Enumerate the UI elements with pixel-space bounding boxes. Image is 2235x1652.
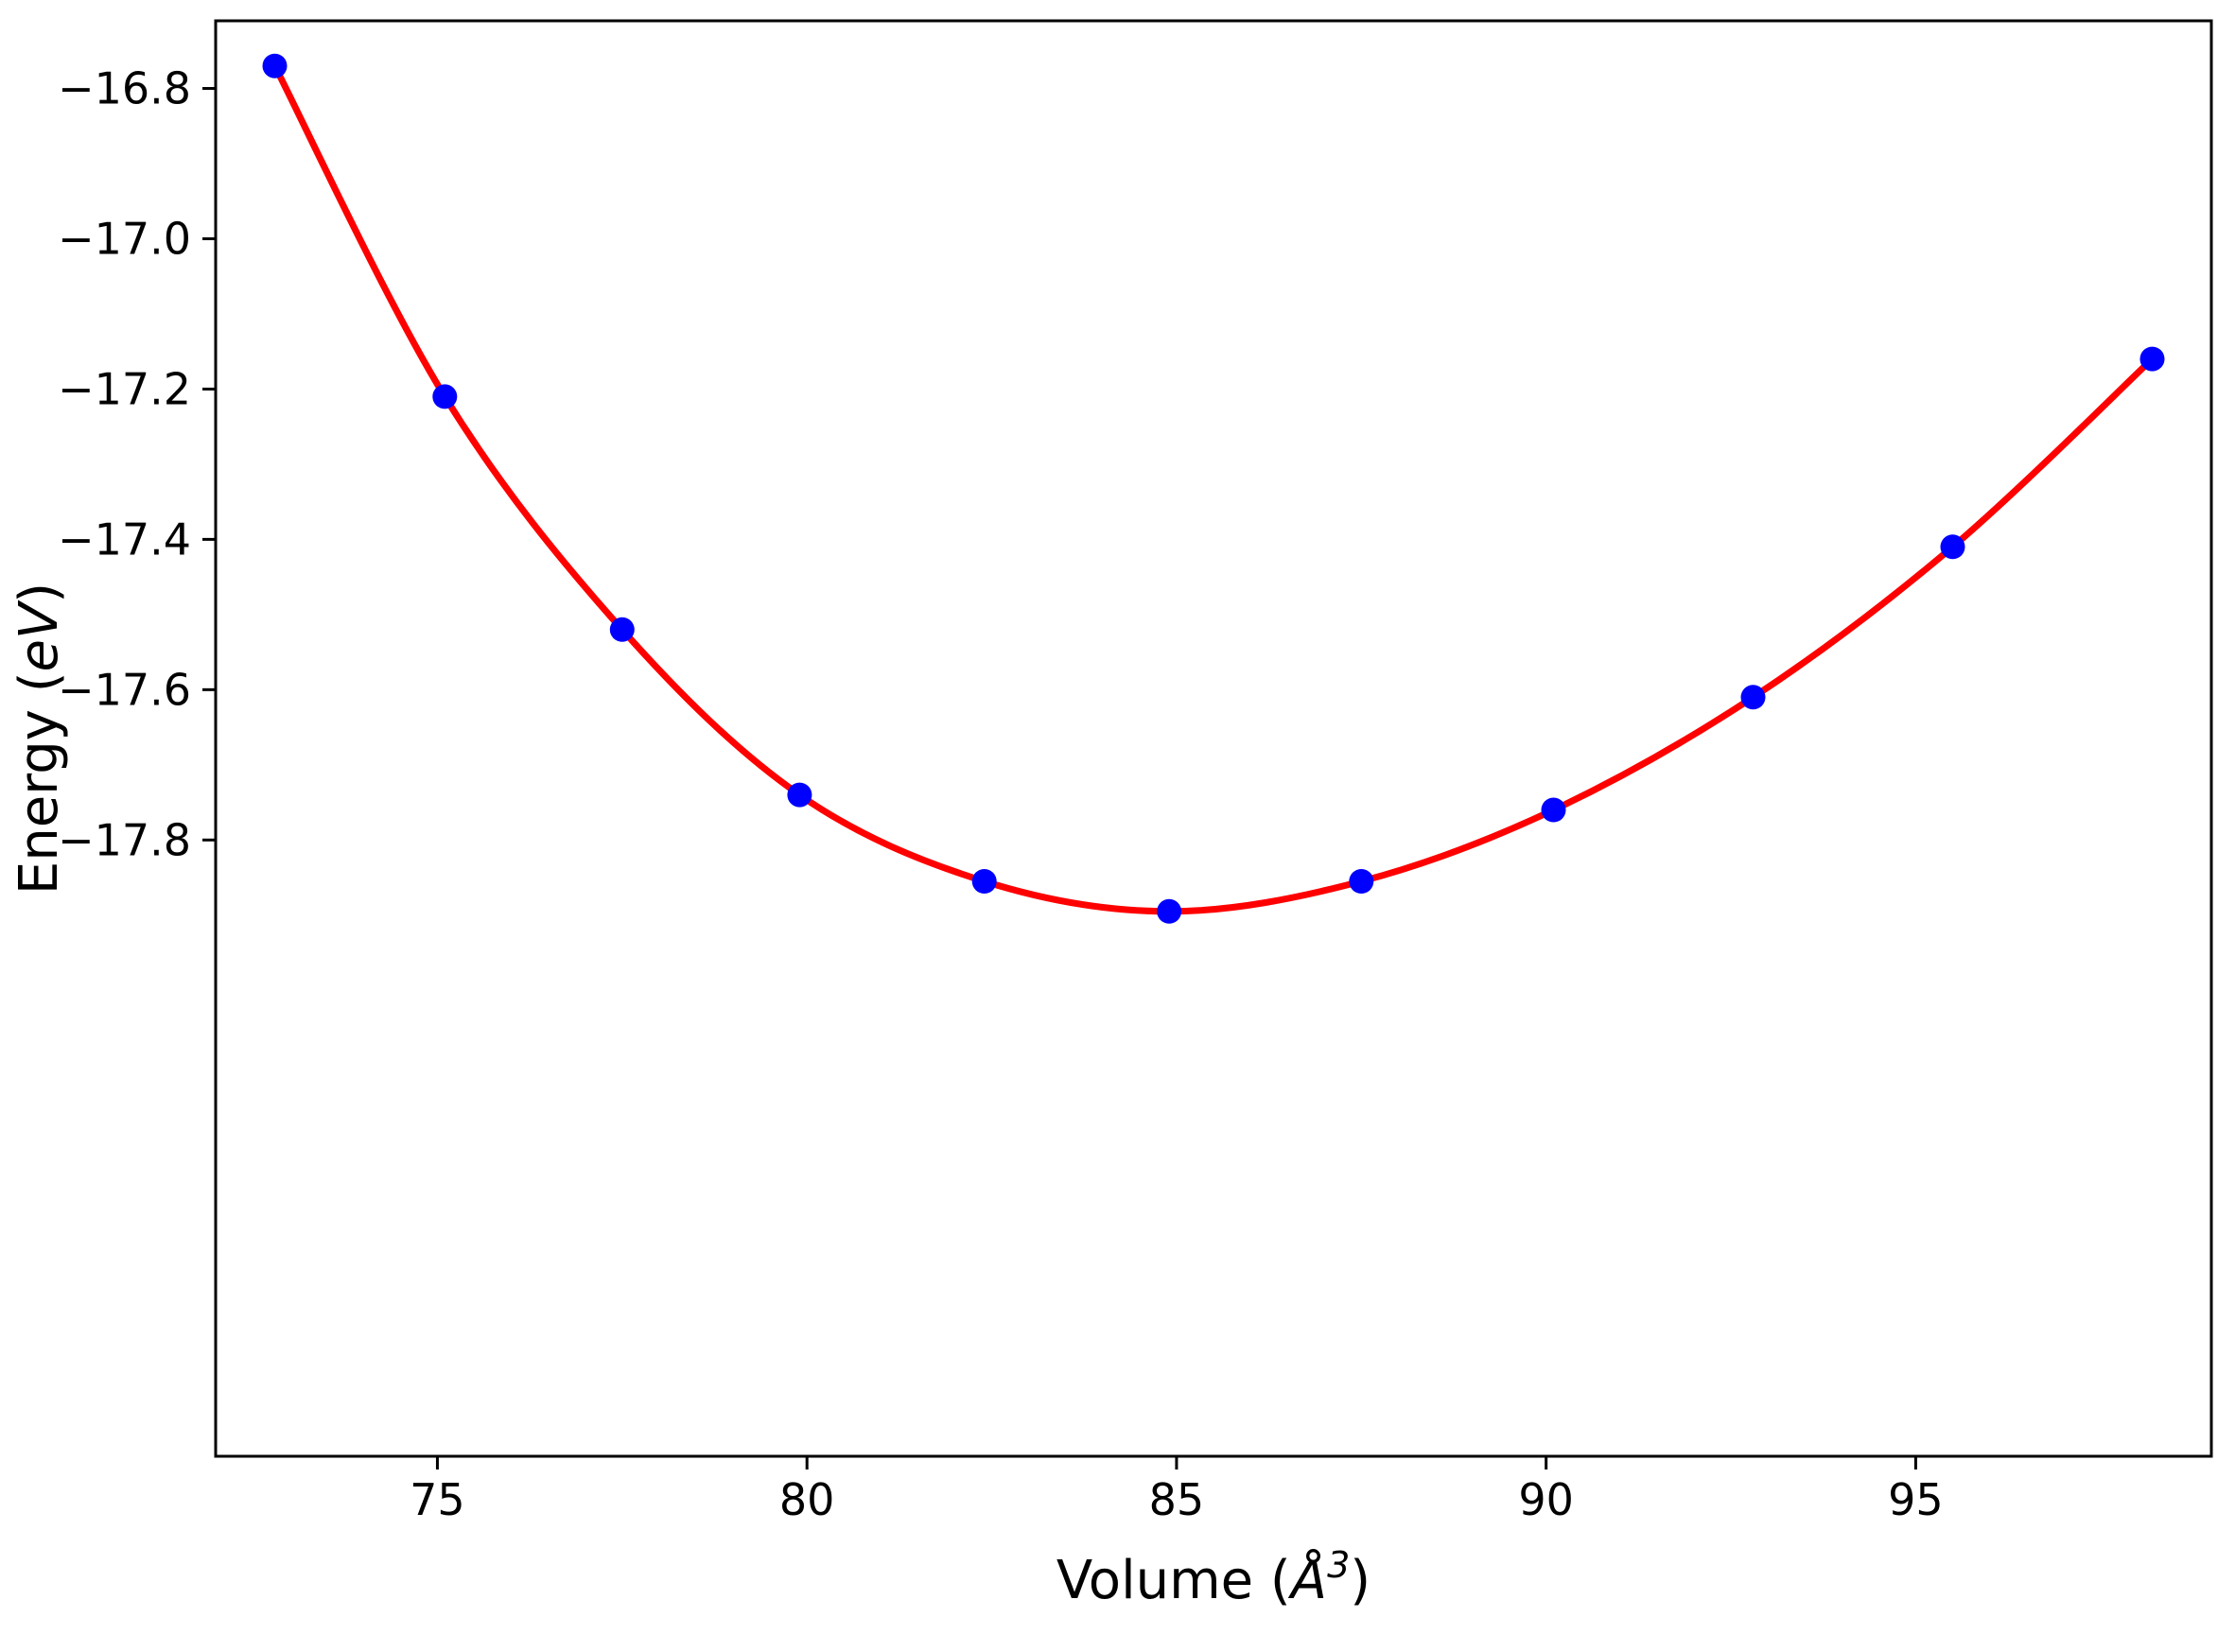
y-tick-label: −17.0 (58, 213, 191, 264)
y-tick-label: −17.6 (58, 664, 191, 715)
x-tick-label: 95 (1888, 1474, 1944, 1525)
x-tick-label: 75 (410, 1474, 465, 1525)
data-point-marker (1541, 797, 1566, 823)
plot-area-border (214, 19, 2213, 1458)
y-tick-label: −17.2 (58, 363, 191, 414)
data-point-marker (2139, 346, 2165, 372)
y-axis-label: Energy (eV) (9, 583, 70, 895)
data-point-marker (971, 869, 997, 894)
data-point-marker (432, 384, 458, 409)
data-point-marker (787, 782, 812, 808)
data-point-marker (1740, 685, 1766, 710)
y-tick-label: −17.8 (58, 814, 191, 865)
y-tick-label: −17.4 (58, 513, 191, 565)
fit-curve-line (271, 62, 2156, 915)
data-point-marker (1940, 534, 1965, 560)
x-tick-label: 80 (779, 1474, 835, 1525)
x-tick-label: 90 (1518, 1474, 1574, 1525)
x-tick-label: 85 (1149, 1474, 1205, 1525)
y-tick-label: −16.8 (58, 63, 191, 114)
data-point-marker (1157, 898, 1182, 924)
data-point-marker (262, 53, 288, 78)
x-axis-label: Volume (Å3) (1056, 1544, 1371, 1611)
data-point-marker (1349, 869, 1374, 894)
data-point-marker (609, 617, 635, 642)
